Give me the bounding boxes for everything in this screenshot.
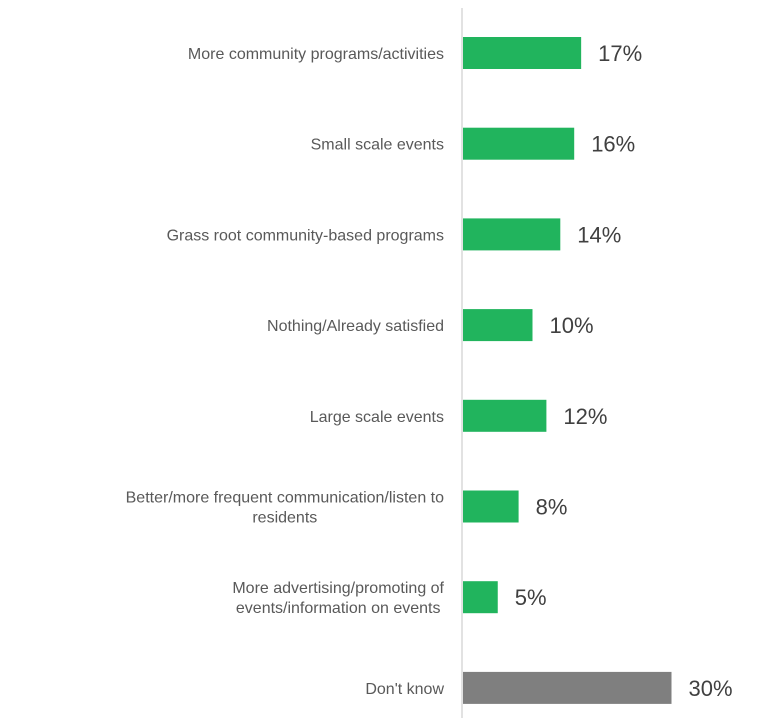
category-label-line: Don't know xyxy=(365,681,444,698)
data-label-4: 12% xyxy=(563,404,607,429)
category-label-line: Grass root community-based programs xyxy=(167,227,444,244)
category-label-line: Better/more frequent communication/liste… xyxy=(126,490,444,507)
category-label-line: events/information on events xyxy=(236,600,441,617)
category-label-1: Small scale events xyxy=(311,137,444,154)
bar-0 xyxy=(463,37,582,69)
category-label-line: More advertising/promoting of xyxy=(232,580,444,597)
category-label-line: residents xyxy=(252,510,317,527)
category-label-0: More community programs/activities xyxy=(188,46,444,63)
category-label-2: Grass root community-based programs xyxy=(167,227,444,244)
data-label-3: 10% xyxy=(550,313,594,338)
bar-4 xyxy=(463,399,547,432)
data-label-6: 5% xyxy=(515,585,547,610)
category-label-line: Large scale events xyxy=(310,409,444,426)
data-label-0: 17% xyxy=(598,41,642,66)
bar-1 xyxy=(463,127,575,160)
data-label-7: 30% xyxy=(689,676,733,701)
category-label-3: Nothing/Already satisfied xyxy=(267,318,444,335)
category-label-line: More community programs/activities xyxy=(188,46,444,63)
category-label-6: More advertising/promoting of events/info… xyxy=(232,580,444,617)
category-label-4: Large scale events xyxy=(310,409,444,426)
category-label-line: Small scale events xyxy=(311,137,444,154)
category-label-7: Don't know xyxy=(365,681,444,698)
bar-7 xyxy=(463,671,672,704)
data-label-2: 14% xyxy=(577,222,621,247)
category-label-5: Better/more frequent communication/liste… xyxy=(126,490,444,527)
bar-2 xyxy=(463,218,561,251)
bar-5 xyxy=(463,490,519,523)
bars-group: 17% More community programs/activities 16%… xyxy=(126,37,733,704)
data-label-1: 16% xyxy=(591,132,635,157)
bar-3 xyxy=(463,309,533,342)
data-label-5: 8% xyxy=(536,495,568,520)
bar-6 xyxy=(463,581,498,614)
category-label-line: Nothing/Already satisfied xyxy=(267,318,444,335)
